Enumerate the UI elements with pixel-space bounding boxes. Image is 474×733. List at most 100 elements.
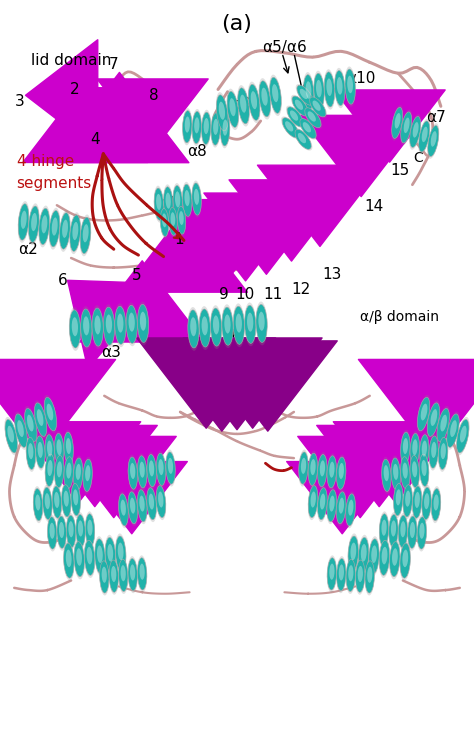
Ellipse shape <box>431 486 441 523</box>
Ellipse shape <box>401 521 406 537</box>
Ellipse shape <box>365 561 374 593</box>
Ellipse shape <box>318 454 327 487</box>
Ellipse shape <box>255 301 268 345</box>
Ellipse shape <box>334 68 346 108</box>
Ellipse shape <box>379 540 390 575</box>
Ellipse shape <box>440 415 447 432</box>
Ellipse shape <box>337 559 346 591</box>
Ellipse shape <box>25 408 37 442</box>
Ellipse shape <box>300 119 316 139</box>
Ellipse shape <box>190 317 197 336</box>
Ellipse shape <box>221 304 234 348</box>
Ellipse shape <box>429 436 438 468</box>
Ellipse shape <box>220 114 230 146</box>
Ellipse shape <box>213 315 219 334</box>
Text: α2: α2 <box>18 242 38 257</box>
Ellipse shape <box>422 487 431 520</box>
Ellipse shape <box>400 110 412 145</box>
Ellipse shape <box>419 454 429 486</box>
Ellipse shape <box>403 485 412 517</box>
Ellipse shape <box>299 452 308 484</box>
Ellipse shape <box>337 77 343 95</box>
Ellipse shape <box>37 442 43 458</box>
Ellipse shape <box>71 481 81 518</box>
Ellipse shape <box>291 95 310 117</box>
Ellipse shape <box>41 216 47 233</box>
Ellipse shape <box>317 485 328 522</box>
Ellipse shape <box>339 498 344 514</box>
Ellipse shape <box>324 72 335 107</box>
Ellipse shape <box>419 435 429 467</box>
Ellipse shape <box>301 458 306 474</box>
Ellipse shape <box>28 203 40 245</box>
Ellipse shape <box>401 112 412 143</box>
Text: (b): (b) <box>221 329 253 350</box>
Ellipse shape <box>410 117 421 147</box>
Ellipse shape <box>106 314 112 334</box>
Ellipse shape <box>309 96 327 118</box>
Ellipse shape <box>404 117 410 133</box>
Ellipse shape <box>73 222 78 240</box>
Ellipse shape <box>379 512 389 548</box>
Ellipse shape <box>57 516 66 548</box>
Text: 7: 7 <box>109 57 118 72</box>
Ellipse shape <box>320 493 325 509</box>
Ellipse shape <box>80 306 92 350</box>
Ellipse shape <box>169 207 177 235</box>
Ellipse shape <box>115 306 126 345</box>
Text: α3: α3 <box>101 345 121 360</box>
Ellipse shape <box>191 109 202 146</box>
Text: 3: 3 <box>15 94 25 108</box>
Ellipse shape <box>179 211 184 225</box>
Ellipse shape <box>410 433 419 465</box>
Ellipse shape <box>45 454 55 486</box>
Ellipse shape <box>410 453 420 490</box>
Text: 14: 14 <box>364 199 383 214</box>
Ellipse shape <box>324 69 335 110</box>
Ellipse shape <box>427 403 439 436</box>
Ellipse shape <box>38 205 50 247</box>
Ellipse shape <box>165 449 176 487</box>
Ellipse shape <box>47 517 57 549</box>
Ellipse shape <box>392 107 402 139</box>
Text: α5/α6: α5/α6 <box>262 40 307 55</box>
Ellipse shape <box>68 521 73 537</box>
Ellipse shape <box>244 303 256 346</box>
Ellipse shape <box>219 102 225 119</box>
Ellipse shape <box>379 537 390 578</box>
Ellipse shape <box>139 462 145 478</box>
Ellipse shape <box>72 317 78 336</box>
Ellipse shape <box>75 512 86 549</box>
Ellipse shape <box>78 520 83 537</box>
Ellipse shape <box>156 483 166 520</box>
Ellipse shape <box>290 111 298 121</box>
Ellipse shape <box>446 411 460 450</box>
Ellipse shape <box>201 317 208 336</box>
Ellipse shape <box>213 119 219 135</box>
Ellipse shape <box>303 72 314 112</box>
Ellipse shape <box>419 432 429 469</box>
Ellipse shape <box>154 188 164 220</box>
Ellipse shape <box>120 500 126 516</box>
Ellipse shape <box>355 558 365 594</box>
Ellipse shape <box>345 67 356 107</box>
Ellipse shape <box>421 485 432 522</box>
Ellipse shape <box>55 433 64 465</box>
Ellipse shape <box>18 204 29 240</box>
Ellipse shape <box>118 491 128 528</box>
Ellipse shape <box>34 400 47 439</box>
Ellipse shape <box>114 303 127 347</box>
Ellipse shape <box>427 123 439 159</box>
Ellipse shape <box>184 190 190 206</box>
Ellipse shape <box>128 313 135 331</box>
Ellipse shape <box>47 460 53 476</box>
Ellipse shape <box>21 210 27 229</box>
Ellipse shape <box>45 432 55 469</box>
Ellipse shape <box>165 193 171 209</box>
Ellipse shape <box>128 457 137 489</box>
Ellipse shape <box>427 400 440 439</box>
Ellipse shape <box>337 457 346 489</box>
Ellipse shape <box>222 307 233 345</box>
Ellipse shape <box>223 119 228 136</box>
Ellipse shape <box>365 559 375 595</box>
